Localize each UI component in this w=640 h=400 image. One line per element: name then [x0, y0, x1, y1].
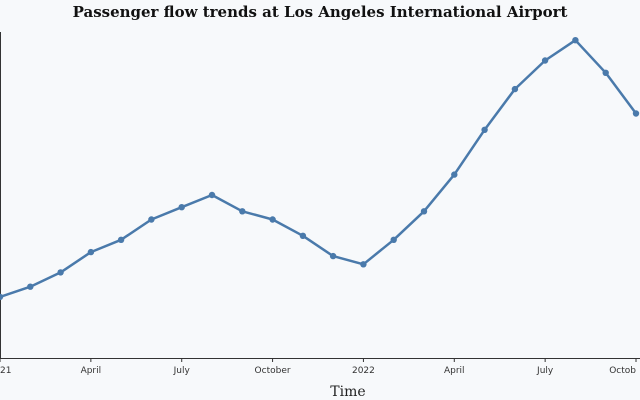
data-point [572, 37, 579, 44]
data-point [208, 191, 216, 199]
data-point [602, 69, 609, 77]
data-point [420, 208, 428, 215]
x-tick-label: 2022 [352, 366, 375, 376]
data-point [481, 126, 488, 133]
data-point [57, 269, 64, 276]
x-axis-label: Time [330, 384, 365, 400]
data-point [0, 293, 4, 301]
x-tick-label: April [444, 366, 465, 376]
data-point [299, 232, 307, 239]
x-tick-label: October [255, 366, 291, 376]
chart-title: Passenger flow trends at Los Angeles Int… [73, 3, 568, 21]
data-point [511, 85, 519, 93]
x-tick-label: July [173, 366, 191, 376]
data-point [541, 57, 549, 64]
data-point [451, 171, 458, 178]
x-tick-label: 21 [0, 366, 11, 376]
data-point [360, 261, 367, 268]
data-point [27, 283, 34, 290]
data-point [329, 252, 337, 260]
data-point [390, 236, 397, 243]
x-tick-label: July [536, 366, 554, 376]
data-point [239, 208, 246, 215]
data-point [269, 216, 276, 223]
x-axis-ticks: 21 April July October 2022 April July Octob [0, 358, 637, 376]
data-point [87, 248, 95, 256]
data-point [117, 236, 125, 243]
series-group [0, 37, 640, 301]
x-tick-label: April [81, 366, 102, 376]
data-point [632, 110, 640, 117]
data-point [178, 204, 185, 211]
data-point [148, 216, 155, 223]
x-tick-label: Octob [609, 366, 636, 376]
series-line [0, 38, 638, 299]
